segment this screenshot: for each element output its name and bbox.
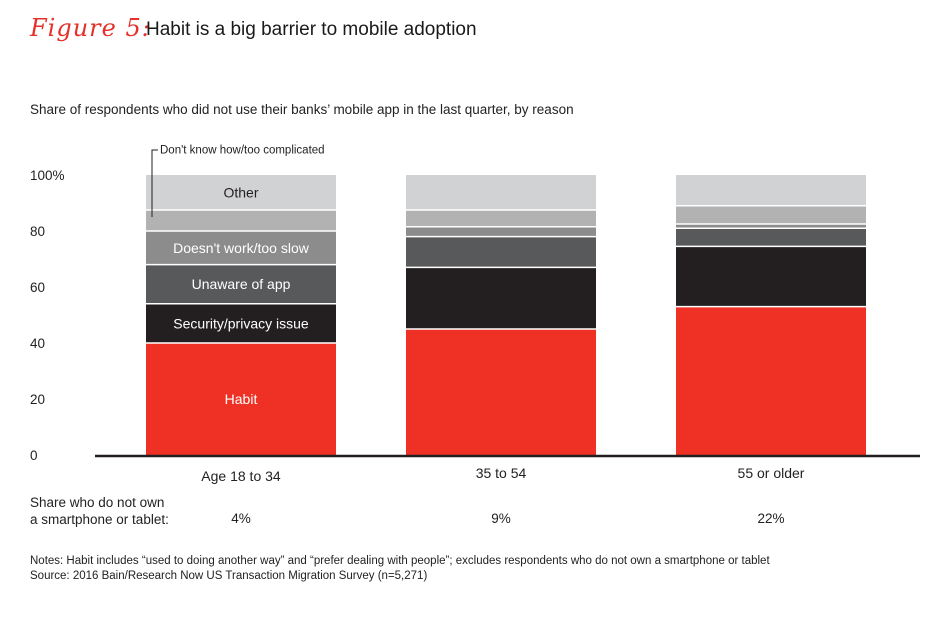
bar-segment-security-privacy-issue: [676, 246, 866, 307]
figure-label: Figure 5:: [30, 14, 151, 42]
segment-label: Security/privacy issue: [173, 315, 309, 331]
y-tick-label: 20: [30, 392, 45, 407]
bar-segment-unaware-of-app: [406, 236, 596, 268]
bar-segment-habit: [146, 343, 336, 455]
bar-segment-other: [146, 175, 336, 210]
notes-line: Notes: Habit includes “used to doing ano…: [30, 555, 770, 567]
bar-segment-doesn-t-work-too-slow: [406, 226, 596, 237]
x-category-label: 35 to 54: [476, 465, 527, 481]
bar-segment-habit: [406, 329, 596, 455]
bar-segment-unaware-of-app: [676, 228, 866, 247]
figure-title: Habit is a big barrier to mobile adoptio…: [146, 19, 477, 40]
share-value-age-18-34: 4%: [231, 511, 251, 526]
y-tick-label: 100%: [30, 168, 65, 183]
share-value-age-35-54: 9%: [491, 511, 511, 526]
bar-segment-security-privacy-issue: [146, 303, 336, 343]
source-line: Source: 2016 Bain/Research Now US Transa…: [30, 570, 428, 582]
segment-label: Doesn't work/too slow: [173, 240, 310, 256]
segment-label: Unaware of app: [192, 276, 291, 292]
segment-label: Other: [223, 185, 258, 201]
chart-subtitle: Share of respondents who did not use the…: [30, 102, 574, 117]
bar-segment-don-t-know-how-too-complicated: [406, 210, 596, 227]
x-category-label: Age 18 to 34: [201, 468, 281, 484]
callout-leader-line: [151, 149, 158, 217]
y-tick-label: 0: [30, 448, 38, 463]
y-tick-label: 40: [30, 336, 45, 351]
bar-segment-security-privacy-issue: [406, 267, 596, 329]
x-category-label: 55 or older: [738, 465, 805, 481]
bar-segment-doesn-t-work-too-slow: [676, 224, 866, 229]
share-row-label-line2: a smartphone or tablet:: [30, 512, 169, 527]
bar-segment-don-t-know-how-too-complicated: [146, 210, 336, 231]
notes: Notes: Habit includes “used to doing ano…: [30, 554, 770, 584]
bar-segment-unaware-of-app: [146, 264, 336, 304]
bar-segment-doesn-t-work-too-slow: [146, 231, 336, 265]
segment-label: Habit: [225, 391, 258, 407]
y-tick-label: 60: [30, 280, 45, 295]
y-tick-label: 80: [30, 224, 45, 239]
bar-segment-other: [676, 175, 866, 206]
share-row-label: Share who do not own a smartphone or tab…: [30, 494, 169, 528]
bar-segment-other: [406, 175, 596, 210]
bar-segment-habit: [676, 306, 866, 455]
callout-label: Don't know how/too complicated: [160, 145, 325, 157]
share-row-label-line1: Share who do not own: [30, 495, 165, 510]
bar-segment-don-t-know-how-too-complicated: [676, 205, 866, 224]
share-value-age-55-plus: 22%: [757, 511, 785, 526]
